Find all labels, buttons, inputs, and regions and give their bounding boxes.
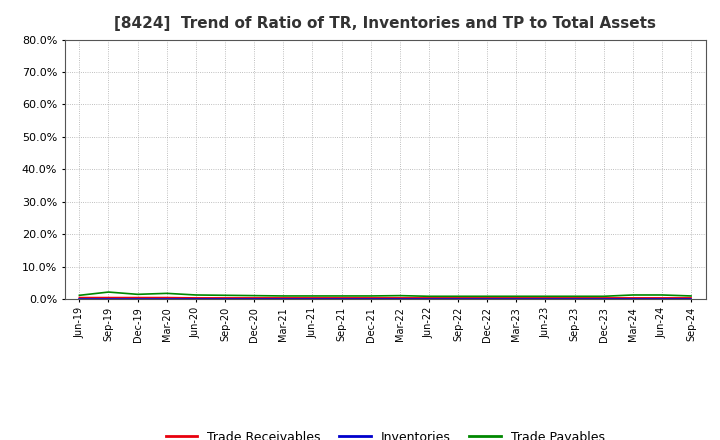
Trade Payables xyxy=(570,293,579,299)
Line: Trade Payables: Trade Payables xyxy=(79,292,691,296)
Trade Receivables xyxy=(133,295,142,300)
Trade Payables xyxy=(163,291,171,296)
Trade Receivables xyxy=(104,295,113,300)
Inventories xyxy=(133,297,142,302)
Trade Receivables xyxy=(163,295,171,300)
Trade Receivables xyxy=(250,295,258,301)
Trade Receivables xyxy=(570,295,579,301)
Trade Payables xyxy=(425,293,433,299)
Legend: Trade Receivables, Inventories, Trade Payables: Trade Receivables, Inventories, Trade Pa… xyxy=(161,426,610,440)
Trade Payables xyxy=(337,293,346,299)
Trade Receivables xyxy=(75,295,84,300)
Trade Payables xyxy=(395,293,404,298)
Trade Payables xyxy=(657,292,666,297)
Trade Receivables xyxy=(599,295,608,301)
Trade Payables xyxy=(483,293,492,299)
Trade Payables xyxy=(279,293,287,299)
Trade Receivables xyxy=(512,295,521,301)
Inventories xyxy=(104,297,113,302)
Trade Receivables xyxy=(279,295,287,301)
Trade Payables xyxy=(192,292,200,297)
Trade Receivables xyxy=(395,295,404,301)
Inventories xyxy=(657,297,666,302)
Trade Payables xyxy=(541,293,550,299)
Trade Payables xyxy=(366,293,375,299)
Trade Payables xyxy=(220,293,229,298)
Inventories xyxy=(395,297,404,302)
Trade Receivables xyxy=(425,295,433,301)
Trade Payables xyxy=(629,292,637,297)
Trade Payables xyxy=(250,293,258,298)
Trade Receivables xyxy=(454,295,462,301)
Inventories xyxy=(337,297,346,302)
Trade Payables xyxy=(104,290,113,295)
Inventories xyxy=(308,297,317,302)
Trade Receivables xyxy=(366,295,375,301)
Inventories xyxy=(192,297,200,302)
Trade Receivables xyxy=(192,295,200,301)
Trade Payables xyxy=(687,293,696,299)
Trade Payables xyxy=(512,293,521,299)
Trade Receivables xyxy=(308,295,317,301)
Inventories xyxy=(570,297,579,302)
Inventories xyxy=(483,297,492,302)
Trade Receivables xyxy=(657,295,666,301)
Trade Receivables xyxy=(220,295,229,301)
Inventories xyxy=(687,297,696,302)
Trade Payables xyxy=(133,292,142,297)
Inventories xyxy=(541,297,550,302)
Inventories xyxy=(250,297,258,302)
Inventories xyxy=(599,297,608,302)
Trade Payables xyxy=(308,293,317,299)
Title: [8424]  Trend of Ratio of TR, Inventories and TP to Total Assets: [8424] Trend of Ratio of TR, Inventories… xyxy=(114,16,656,32)
Trade Receivables xyxy=(337,295,346,301)
Trade Payables xyxy=(454,293,462,299)
Trade Receivables xyxy=(483,295,492,301)
Trade Receivables xyxy=(629,295,637,301)
Inventories xyxy=(279,297,287,302)
Inventories xyxy=(425,297,433,302)
Trade Payables xyxy=(599,293,608,299)
Inventories xyxy=(454,297,462,302)
Inventories xyxy=(163,297,171,302)
Inventories xyxy=(75,297,84,302)
Inventories xyxy=(629,297,637,302)
Inventories xyxy=(512,297,521,302)
Inventories xyxy=(220,297,229,302)
Trade Payables xyxy=(75,293,84,298)
Inventories xyxy=(366,297,375,302)
Trade Receivables xyxy=(541,295,550,301)
Trade Receivables xyxy=(687,295,696,301)
